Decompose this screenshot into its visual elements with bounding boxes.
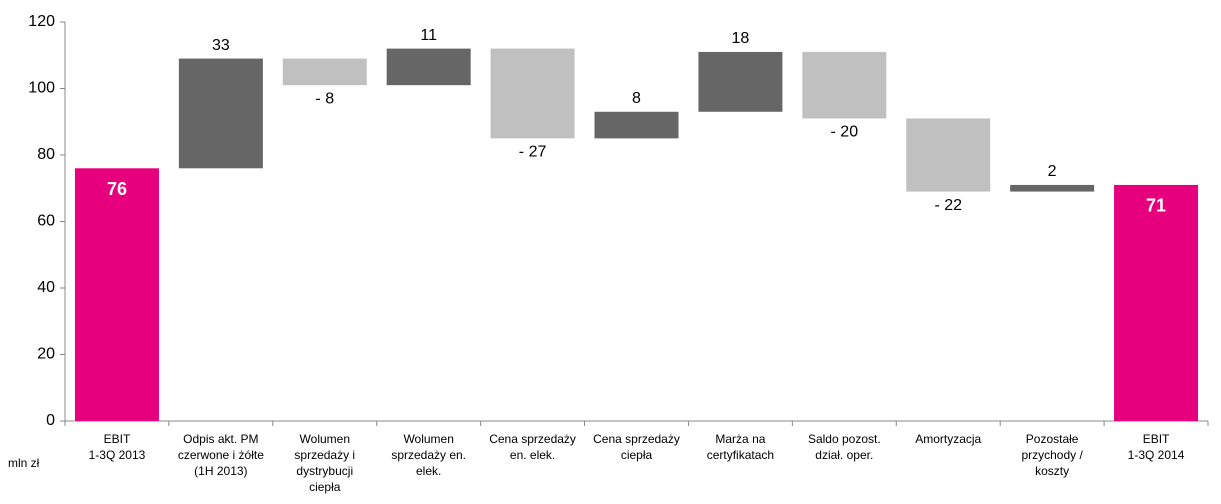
x-tick-label: Odpis akt. PM: [183, 432, 258, 446]
y-tick-label: 20: [37, 346, 55, 363]
x-tick-label: czerwone i żółte: [178, 448, 264, 462]
bar: [178, 58, 263, 169]
x-tick-label: Cena sprzedaży: [593, 432, 680, 446]
x-tick-label: Cena sprzedaży: [489, 432, 576, 446]
x-tick-label: sprzedaży en.: [391, 448, 466, 462]
y-tick-label: 60: [37, 213, 55, 230]
bar: [1010, 184, 1095, 192]
y-tick-label: 100: [28, 80, 55, 97]
x-tick-label: dystrybucji: [296, 464, 353, 478]
x-tick-label: ciepła: [621, 448, 653, 462]
x-tick-label: EBIT: [104, 432, 131, 446]
x-tick-label: Amortyzacja: [915, 432, 981, 446]
x-tick-label: ciepła: [309, 480, 341, 494]
x-tick-label: dział. oper.: [815, 448, 873, 462]
value-label: - 20: [831, 124, 859, 141]
y-tick-label: 80: [37, 146, 55, 163]
x-tick-label: en. elek.: [510, 448, 555, 462]
x-tick-label: Wolumen: [403, 432, 453, 446]
bar: [282, 58, 367, 86]
value-label: 18: [732, 30, 750, 47]
x-tick-label: 1-3Q 2013: [89, 448, 146, 462]
x-tick-label: elek.: [416, 464, 441, 478]
x-tick-label: (1H 2013): [194, 464, 247, 478]
x-tick-label: EBIT: [1143, 432, 1170, 446]
value-label: - 22: [934, 197, 962, 214]
x-tick-label: Wolumen: [300, 432, 350, 446]
x-tick-label: sprzedaży i: [294, 448, 355, 462]
x-tick-label: 1-3Q 2014: [1128, 448, 1185, 462]
bar: [386, 48, 471, 86]
y-tick-label: 40: [37, 279, 55, 296]
value-label: - 8: [315, 90, 334, 107]
x-tick-label: Saldo pozost.: [808, 432, 881, 446]
bar: [490, 48, 575, 139]
x-tick-label: Marża na: [715, 432, 765, 446]
value-label: - 27: [519, 144, 547, 161]
value-label: 71: [1146, 196, 1166, 216]
bar: [906, 118, 991, 192]
value-label: 33: [212, 37, 230, 54]
y-tick-label: 0: [46, 412, 55, 429]
x-tick-label: certyfikatach: [707, 448, 774, 462]
bar: [594, 111, 679, 139]
bar: [698, 51, 783, 112]
bar: [74, 168, 159, 421]
x-tick-label: koszty: [1035, 464, 1069, 478]
y-tick-label: 120: [28, 13, 55, 30]
bar: [1114, 184, 1199, 421]
y-axis-label: mln zł: [8, 456, 40, 470]
value-label: 2: [1048, 163, 1057, 180]
bar: [802, 51, 887, 119]
value-label: 8: [632, 90, 641, 107]
value-label: 11: [420, 27, 437, 44]
value-label: 76: [107, 179, 127, 199]
x-tick-label: Pozostałe: [1026, 432, 1079, 446]
x-tick-label: przychody /: [1021, 448, 1083, 462]
